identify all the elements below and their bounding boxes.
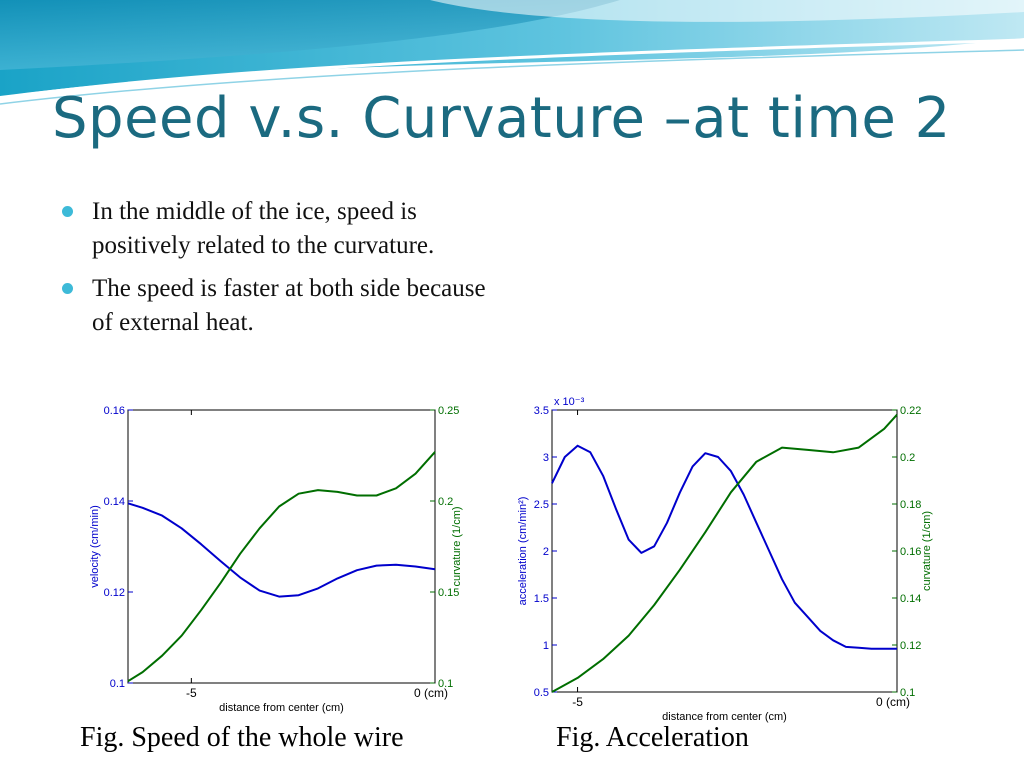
slide-title: Speed v.s. Curvature –at time 2 bbox=[52, 86, 951, 151]
left-axis-tick-label: 0.12 bbox=[104, 587, 125, 599]
curvature-series-line bbox=[551, 414, 898, 693]
bullet-item: The speed is faster at both side because… bbox=[62, 272, 502, 340]
caption-speed: Fig. Speed of the whole wire bbox=[80, 722, 404, 753]
left-axis-label: acceleration (cm/min²) bbox=[517, 497, 529, 606]
left-axis-tick-label: 0.1 bbox=[110, 678, 125, 690]
x-axis-tick-label: 0 (cm) bbox=[876, 695, 910, 709]
right-axis-label: curvature (1/cm) bbox=[451, 506, 463, 586]
right-axis-tick-label: 0.12 bbox=[900, 640, 921, 652]
right-axis-tick-label: 0.22 bbox=[900, 405, 921, 417]
right-axis-tick-label: 0.1 bbox=[438, 678, 453, 690]
x-axis-tick-label: -5 bbox=[186, 686, 197, 700]
left-axis-tick-label: 1 bbox=[543, 640, 549, 652]
right-axis-label: curvature (1/cm) bbox=[921, 511, 933, 591]
right-axis-tick-label: 0.16 bbox=[900, 546, 921, 558]
velocity-curvature-chart: 0.1 0.12 0.14 0.16 0.1 0.15 0.2 0.25 -5 0 (cm) dis… bbox=[89, 405, 463, 714]
right-axis-tick-label: 0.14 bbox=[900, 593, 921, 605]
right-axis-tick-label: 0.2 bbox=[900, 452, 915, 464]
left-axis-tick-label: 3 bbox=[543, 452, 549, 464]
left-axis-tick-label: 3.5 bbox=[534, 405, 549, 417]
bullet-item: In the middle of the ice, speed is posit… bbox=[62, 195, 502, 263]
axis-multiplier-label: x 10⁻³ bbox=[554, 396, 585, 408]
acceleration-curvature-chart: 0.5 1 1.5 2 2.5 3 3.5 0.1 0.12 0.14 0.16 0.18 0.2 0.2… bbox=[517, 396, 933, 723]
x-axis-label: distance from center (cm) bbox=[662, 711, 787, 723]
left-axis-tick-label: 2 bbox=[543, 546, 549, 558]
left-axis-tick-label: 1.5 bbox=[534, 593, 549, 605]
right-axis-tick-label: 0.15 bbox=[438, 587, 459, 599]
bullet-dot-icon bbox=[62, 206, 73, 217]
left-axis-tick-label: 0.5 bbox=[534, 687, 549, 699]
x-axis-label: distance from center (cm) bbox=[219, 702, 344, 714]
x-axis-tick-label: -5 bbox=[572, 695, 583, 709]
caption-acceleration: Fig. Acceleration bbox=[556, 722, 749, 753]
left-axis-tick-label: 0.16 bbox=[104, 405, 125, 417]
primary-series-line bbox=[127, 502, 436, 598]
x-axis-tick-label: 0 (cm) bbox=[414, 686, 448, 700]
header-wave-decoration bbox=[0, 0, 1024, 105]
bullet-text: In the middle of the ice, speed is posit… bbox=[92, 198, 435, 259]
right-axis-tick-label: 0.2 bbox=[438, 496, 453, 508]
curvature-series-line bbox=[127, 451, 436, 683]
primary-series-line bbox=[551, 444, 897, 650]
bullet-text: The speed is faster at both side because… bbox=[92, 275, 486, 336]
right-axis-tick-label: 0.25 bbox=[438, 405, 459, 417]
right-axis-tick-label: 0.1 bbox=[900, 687, 915, 699]
plot-frame bbox=[551, 409, 898, 693]
bullet-dot-icon bbox=[62, 283, 73, 294]
right-axis-tick-label: 0.18 bbox=[900, 499, 921, 511]
left-axis-tick-label: 2.5 bbox=[534, 499, 549, 511]
bullet-list: In the middle of the ice, speed is posit… bbox=[62, 195, 502, 349]
left-axis-tick-label: 0.14 bbox=[104, 496, 125, 508]
left-axis-label: velocity (cm/min) bbox=[89, 505, 101, 588]
